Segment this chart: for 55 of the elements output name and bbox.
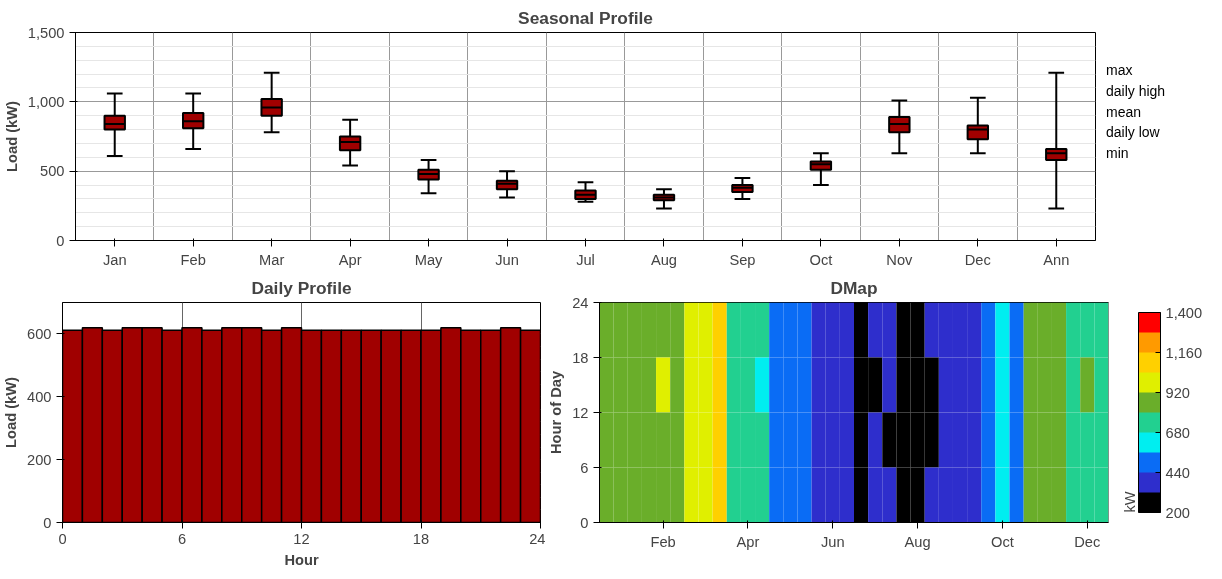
color-bar-label: 920	[1165, 384, 1190, 401]
x-tick-label: May	[414, 251, 444, 268]
x-tick-label: Nov	[886, 251, 914, 268]
x-tick-label: Jun	[495, 251, 519, 268]
y-axis-title: Load (kW)	[3, 376, 20, 448]
x-tick-label: Apr	[736, 533, 760, 550]
color-bar-label: 1,160	[1165, 344, 1203, 361]
x-tick-label: 24	[529, 530, 546, 547]
text: min	[1106, 145, 1129, 162]
color-bar-label: 1,400	[1165, 304, 1203, 321]
x-tick-label: Oct	[991, 533, 1014, 550]
chart-title: Daily Profile	[251, 277, 352, 298]
color-bar-label: 440	[1165, 464, 1190, 481]
x-tick-label: Jan	[102, 251, 127, 268]
y-tick-label: 12	[572, 404, 589, 421]
x-tick-label: Jul	[576, 251, 595, 268]
text: daily low	[1106, 124, 1161, 141]
color-bar-title: kW	[1121, 491, 1138, 513]
color-bar-label: 680	[1165, 424, 1190, 441]
y-tick-label: 0	[56, 232, 65, 249]
y-tick-label: 24	[572, 294, 589, 311]
x-tick-label: 6	[177, 530, 187, 547]
x-tick-label: Sep	[729, 251, 756, 268]
y-tick-label: 6	[580, 459, 589, 476]
y-tick-label: 18	[572, 349, 589, 366]
y-tick-label: 200	[27, 451, 52, 468]
y-tick-label: 0	[43, 514, 52, 531]
text: max	[1106, 61, 1133, 78]
x-tick-label: Aug	[650, 251, 677, 268]
y-tick-label: 600	[27, 325, 52, 342]
chart-title: Seasonal Profile	[518, 7, 654, 28]
chart-title: DMap	[830, 277, 878, 298]
x-tick-label: Apr	[338, 251, 362, 268]
x-tick-label: 12	[293, 530, 310, 547]
x-tick-label: Aug	[904, 533, 931, 550]
x-tick-label: Feb	[180, 251, 206, 268]
y-tick-label: 400	[27, 388, 52, 405]
x-tick-label: Mar	[259, 251, 285, 268]
color-bar-label: 200	[1165, 504, 1190, 521]
y-tick-label: 0	[580, 514, 589, 531]
y-axis-title: Load (kW)	[3, 100, 20, 172]
y-tick-label: 500	[40, 163, 65, 180]
y-tick-label: 1,500	[27, 24, 65, 41]
x-tick-label: Oct	[809, 251, 833, 268]
y-axis-title: Hour of Day	[548, 370, 565, 455]
text: mean	[1106, 103, 1142, 120]
x-tick-label: Feb	[650, 533, 676, 550]
x-tick-label: 18	[412, 530, 430, 547]
x-tick-label: Dec	[964, 251, 991, 268]
y-tick-label: 1,000	[27, 93, 65, 110]
x-tick-label: Dec	[1074, 533, 1101, 550]
x-tick-label: Jun	[820, 533, 845, 550]
text: daily high	[1106, 82, 1166, 99]
x-axis-title: Hour	[284, 551, 319, 568]
x-tick-label: Ann	[1043, 251, 1070, 268]
